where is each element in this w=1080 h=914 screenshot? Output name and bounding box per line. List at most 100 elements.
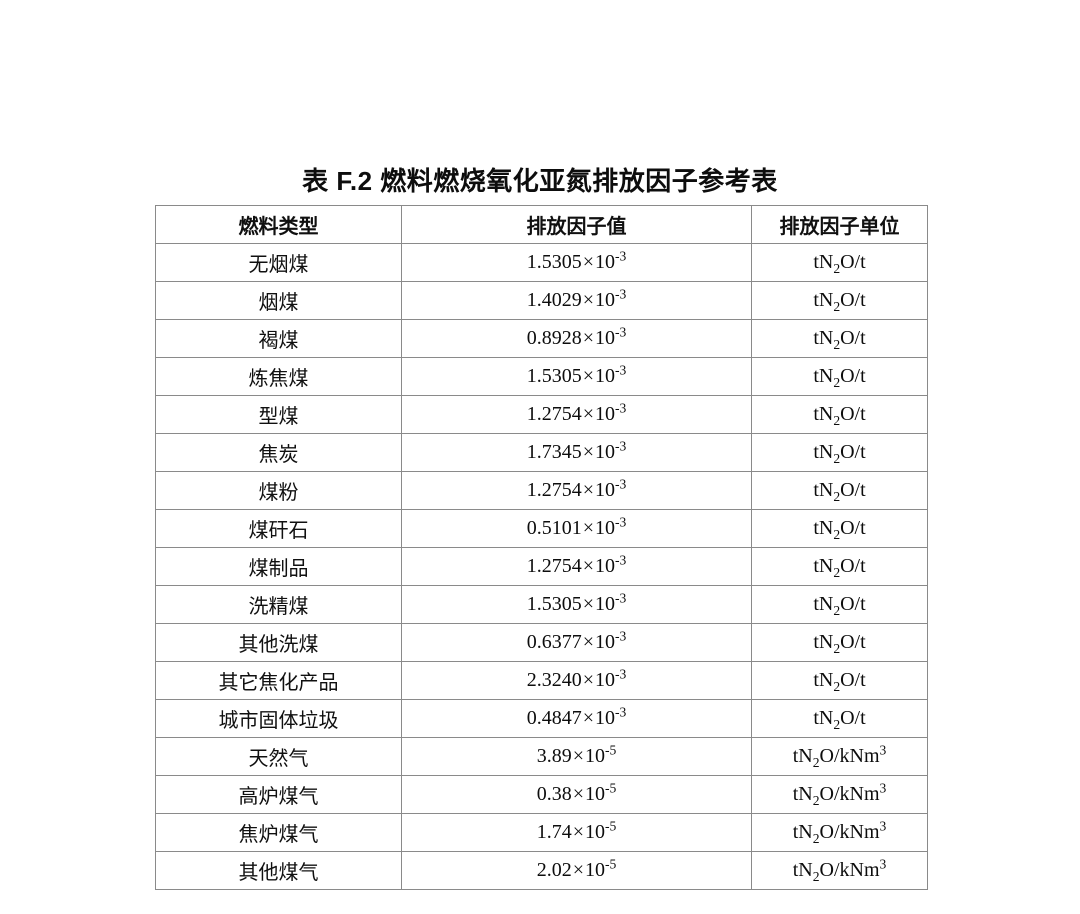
table-row: 煤粉 1.2754×10-3 tN2O/t — [155, 471, 928, 510]
unit-prefix: tN — [813, 251, 834, 273]
cell-factor-value: 1.2754×10-3 — [401, 471, 752, 510]
unit-prefix: tN — [813, 517, 834, 539]
cell-factor-value: 2.3240×10-3 — [401, 661, 752, 700]
unit-superscript: 3 — [879, 742, 887, 758]
value-mantissa: 1.2754 — [526, 403, 582, 425]
value-exponent: -3 — [614, 514, 627, 530]
cell-factor-unit: tN2O/t — [751, 395, 928, 434]
unit-subscript: 2 — [833, 451, 841, 466]
table-row: 煤矸石 0.5101×10-3 tN2O/t — [155, 509, 928, 548]
value-exponent: -3 — [614, 704, 627, 720]
unit-subscript: 2 — [833, 527, 841, 542]
multiplication-sign: × — [582, 707, 594, 729]
value-exponent: -3 — [614, 476, 627, 492]
unit-body: O/t — [840, 441, 866, 463]
value-exponent: -3 — [614, 324, 627, 340]
unit-prefix: tN — [813, 327, 834, 349]
table-container: 燃料类型 排放因子值 排放因子单位 无烟煤 1.5305×10-3 tN2O/t 烟煤… — [155, 205, 928, 890]
value-mantissa: 1.5305 — [526, 593, 582, 615]
table-row: 其他煤气 2.02×10-5 tN2O/kNm3 — [155, 851, 928, 890]
cell-factor-value: 1.2754×10-3 — [401, 395, 752, 434]
table-row: 炼焦煤 1.5305×10-3 tN2O/t — [155, 357, 928, 396]
cell-fuel-type: 褐煤 — [155, 319, 402, 358]
table-row: 褐煤 0.8928×10-3 tN2O/t — [155, 319, 928, 358]
multiplication-sign: × — [582, 441, 594, 463]
cell-factor-unit: tN2O/t — [751, 661, 928, 700]
multiplication-sign: × — [582, 593, 594, 615]
table-row: 其它焦化产品 2.3240×10-3 tN2O/t — [155, 661, 928, 700]
unit-subscript: 2 — [812, 831, 820, 846]
multiplication-sign: × — [582, 251, 594, 273]
value-base: 10 — [594, 707, 615, 729]
unit-prefix: tN — [813, 403, 834, 425]
cell-factor-value: 0.38×10-5 — [401, 775, 752, 814]
value-base: 10 — [594, 441, 615, 463]
table-row: 烟煤 1.4029×10-3 tN2O/t — [155, 281, 928, 320]
cell-factor-value: 1.5305×10-3 — [401, 357, 752, 396]
cell-fuel-type: 烟煤 — [155, 281, 402, 320]
cell-fuel-type: 煤制品 — [155, 547, 402, 586]
column-header-factor-unit: 排放因子单位 — [751, 205, 928, 244]
unit-prefix: tN — [813, 631, 834, 653]
value-mantissa: 3.89 — [536, 745, 572, 767]
value-mantissa: 1.7345 — [526, 441, 582, 463]
cell-fuel-type: 煤矸石 — [155, 509, 402, 548]
unit-body: O/t — [840, 593, 866, 615]
unit-subscript: 2 — [812, 869, 820, 884]
unit-prefix: tN — [813, 669, 834, 691]
value-base: 10 — [584, 745, 605, 767]
table-header-row: 燃料类型 排放因子值 排放因子单位 — [155, 205, 928, 244]
value-base: 10 — [594, 631, 615, 653]
cell-factor-value: 1.5305×10-3 — [401, 243, 752, 282]
value-base: 10 — [594, 479, 615, 501]
value-mantissa: 1.74 — [536, 821, 572, 843]
unit-subscript: 2 — [833, 565, 841, 580]
table-row: 其他洗煤 0.6377×10-3 tN2O/t — [155, 623, 928, 662]
unit-subscript: 2 — [833, 717, 841, 732]
cell-factor-unit: tN2O/kNm3 — [751, 775, 928, 814]
value-mantissa: 0.6377 — [526, 631, 582, 653]
unit-body: O/t — [840, 365, 866, 387]
cell-factor-value: 1.2754×10-3 — [401, 547, 752, 586]
value-base: 10 — [594, 327, 615, 349]
multiplication-sign: × — [582, 365, 594, 387]
table-row: 无烟煤 1.5305×10-3 tN2O/t — [155, 243, 928, 282]
unit-prefix: tN — [792, 859, 813, 881]
multiplication-sign: × — [582, 517, 594, 539]
value-base: 10 — [584, 783, 605, 805]
cell-factor-unit: tN2O/t — [751, 509, 928, 548]
value-exponent: -5 — [604, 818, 617, 834]
unit-body: O/kNm — [819, 745, 880, 767]
unit-body: O/t — [840, 669, 866, 691]
cell-factor-value: 2.02×10-5 — [401, 851, 752, 890]
value-mantissa: 0.38 — [536, 783, 572, 805]
unit-body: O/t — [840, 289, 866, 311]
value-exponent: -3 — [614, 666, 627, 682]
table-row: 焦炭 1.7345×10-3 tN2O/t — [155, 433, 928, 472]
unit-subscript: 2 — [833, 641, 841, 656]
table-body: 无烟煤 1.5305×10-3 tN2O/t 烟煤 1.4029×10-3 tN2O/t 褐… — [155, 243, 928, 890]
cell-factor-value: 0.5101×10-3 — [401, 509, 752, 548]
cell-factor-unit: tN2O/kNm3 — [751, 737, 928, 776]
value-exponent: -3 — [614, 590, 627, 606]
unit-subscript: 2 — [833, 337, 841, 352]
unit-subscript: 2 — [812, 755, 820, 770]
value-mantissa: 2.02 — [536, 859, 572, 881]
unit-body: O/t — [840, 707, 866, 729]
cell-factor-value: 3.89×10-5 — [401, 737, 752, 776]
unit-prefix: tN — [813, 555, 834, 577]
multiplication-sign: × — [582, 479, 594, 501]
value-base: 10 — [594, 555, 615, 577]
table-row: 高炉煤气 0.38×10-5 tN2O/kNm3 — [155, 775, 928, 814]
value-mantissa: 1.5305 — [526, 365, 582, 387]
cell-fuel-type: 天然气 — [155, 737, 402, 776]
cell-factor-unit: tN2O/t — [751, 585, 928, 624]
table-row: 城市固体垃圾 0.4847×10-3 tN2O/t — [155, 699, 928, 738]
multiplication-sign: × — [572, 745, 584, 767]
column-header-fuel-type: 燃料类型 — [155, 205, 402, 244]
cell-factor-value: 1.5305×10-3 — [401, 585, 752, 624]
value-base: 10 — [594, 251, 615, 273]
cell-fuel-type: 无烟煤 — [155, 243, 402, 282]
multiplication-sign: × — [582, 555, 594, 577]
cell-fuel-type: 煤粉 — [155, 471, 402, 510]
